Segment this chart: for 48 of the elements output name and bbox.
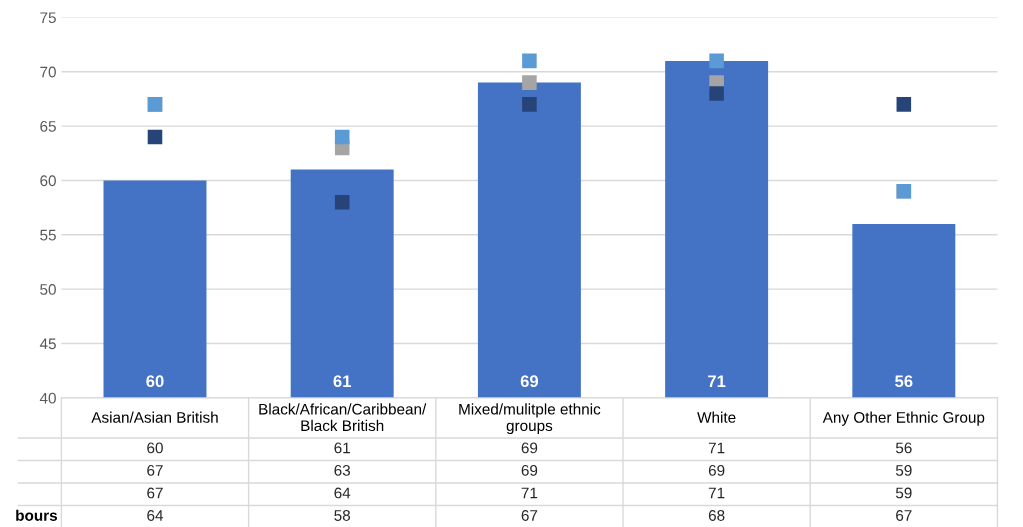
data-label: 58 [334,510,351,521]
data-label: 67 [147,487,163,499]
data-label: 63 [334,465,351,476]
annotation: 60 [146,375,164,388]
point [334,194,350,210]
y-tick-label: 40 [39,392,56,404]
x-tick-label: Asian/Asian British [91,411,218,423]
x-tick-label: White [697,411,736,423]
data-label: 69 [521,442,538,454]
data-label: 64 [147,510,164,521]
data-label: 69 [708,465,725,476]
point [709,53,724,69]
data-label: 67 [147,465,163,476]
annotation: 69 [520,375,539,388]
annotation: 61 [333,375,351,388]
data-label: 64 [334,487,351,499]
data-label: 67 [521,510,538,521]
text: bours [16,509,58,521]
annotation: 56 [895,375,913,388]
y-tick-label: 60 [40,175,56,187]
data-label: 56 [895,442,912,454]
y-tick-label: 55 [40,229,56,241]
data-label: 71 [708,442,725,454]
y-tick-label: 75 [40,12,56,24]
point [522,97,537,112]
point [147,129,163,145]
annotation: 71 [708,375,726,387]
point [334,129,350,145]
point [709,86,724,101]
data-label: 69 [521,465,538,476]
data-label: 67 [896,510,912,521]
data-label: 59 [895,487,912,499]
data-label: 71 [708,487,725,499]
point [522,53,537,69]
data-label: 59 [895,465,912,476]
y-tick-label: 50 [40,284,56,295]
point [522,75,537,90]
y-tick-label: 45 [39,338,56,350]
x-tick-label: Any Other Ethnic Group [822,411,985,426]
x-tick-label: Black/African/Caribbean/ Black British [259,403,427,432]
y-tick-label: 65 [40,120,56,132]
data-label: 61 [334,442,350,454]
data-label: 71 [521,487,538,499]
x-tick-label: Mixed/mulitple ethnic groups [459,403,601,435]
point [896,97,912,112]
data-label: 68 [708,510,725,521]
y-tick-label: 70 [40,66,56,78]
data-label: 60 [147,442,163,454]
